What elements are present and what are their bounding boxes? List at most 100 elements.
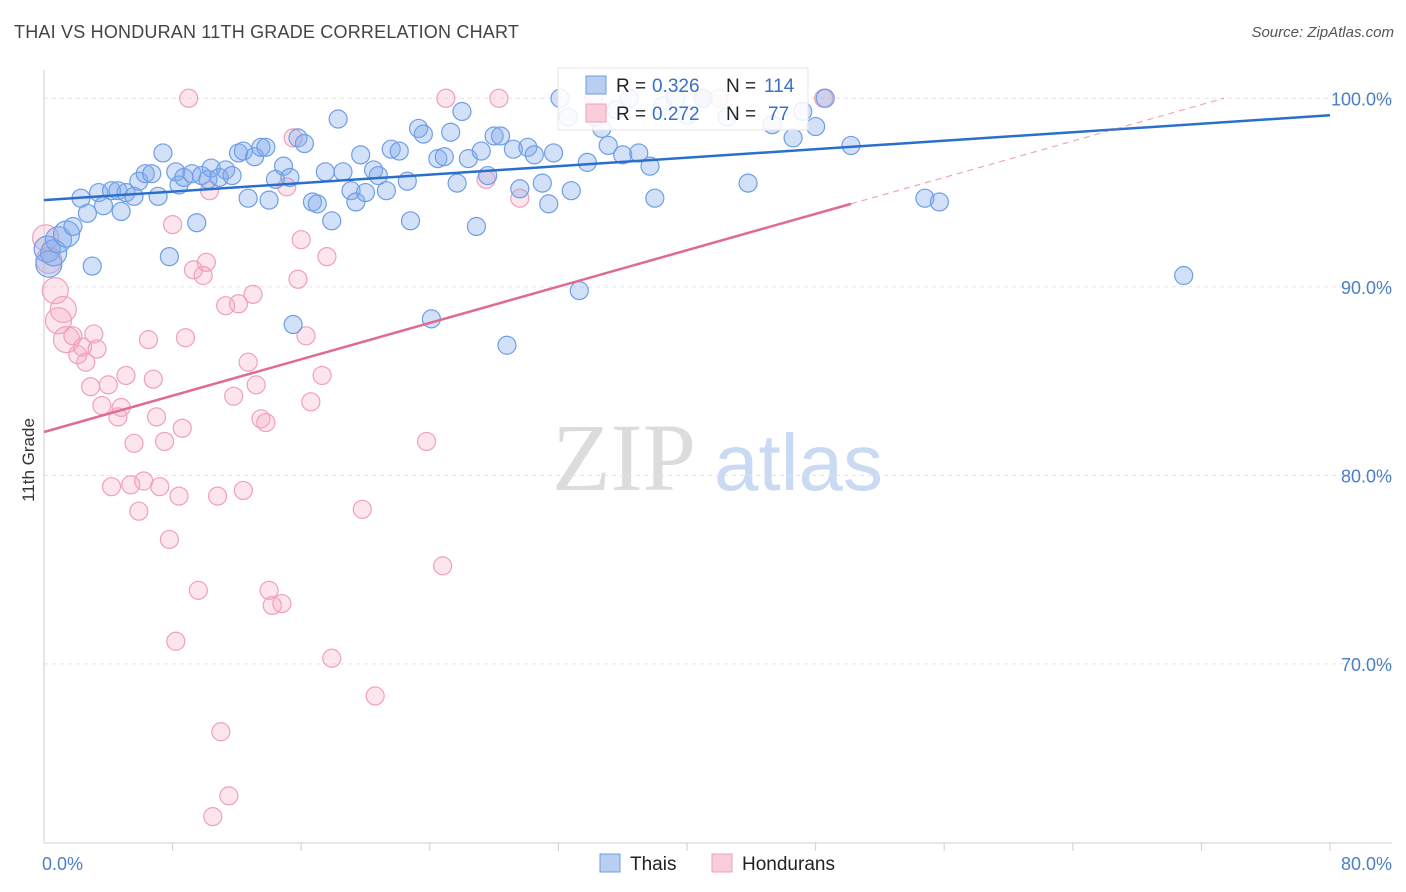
thai-legend-swatch	[585, 75, 607, 95]
thai-point	[273, 156, 294, 176]
honduran-point	[72, 337, 93, 357]
thai-point	[815, 88, 835, 108]
thai-r-label: R =	[616, 76, 646, 97]
thai-point	[539, 194, 559, 214]
honduran-legend-swatch	[585, 103, 607, 123]
thai-trend-line	[43, 114, 1331, 202]
thai-n-value: 114	[764, 76, 795, 97]
honduran-point	[49, 295, 77, 324]
honduran-point	[76, 352, 96, 372]
honduran-point	[92, 395, 112, 416]
thai-point	[738, 173, 758, 193]
thai-point	[645, 188, 665, 208]
honduran-point	[317, 247, 337, 267]
thai-point	[244, 147, 265, 167]
thai-point	[532, 173, 552, 193]
thai-point	[222, 165, 242, 186]
honduran-point	[301, 392, 321, 412]
thai-point	[413, 124, 433, 144]
thai-point	[63, 216, 83, 237]
honduran-point	[219, 786, 239, 806]
thai-point	[484, 126, 504, 146]
honduran-point	[150, 477, 170, 497]
thai-point	[148, 186, 168, 206]
honduran-point	[163, 215, 183, 235]
honduran-point	[101, 477, 122, 497]
x-tick-max: 80.0%	[1341, 854, 1392, 874]
honduran-point	[256, 412, 276, 433]
thai-points	[33, 88, 1194, 355]
thai-point	[315, 162, 335, 182]
watermark-atlas: atlas	[714, 418, 883, 507]
thai-point	[283, 314, 303, 335]
thai-point	[35, 250, 63, 278]
thai-point	[929, 192, 949, 212]
honduran-point	[243, 284, 263, 304]
watermark-zip: ZIP	[552, 404, 696, 511]
honduran-point	[211, 722, 231, 742]
y-axis-title: 11th Grade	[19, 418, 38, 502]
honduran-point	[166, 631, 186, 651]
honduran-point	[172, 418, 192, 438]
thai-point	[322, 211, 342, 231]
honduran-point	[169, 486, 189, 506]
thai-point	[497, 335, 517, 355]
honduran-point	[365, 686, 385, 706]
thai-point	[561, 181, 581, 201]
stats-legend: R = 0.326 N = 114 R = 0.272 N = 77	[557, 67, 809, 131]
thai-point	[256, 137, 276, 157]
thai-point	[613, 145, 633, 165]
honduran-point	[259, 580, 279, 600]
thai-point	[153, 143, 173, 163]
thai-point	[351, 145, 371, 165]
thai-point	[142, 164, 162, 184]
thai-point	[543, 143, 564, 163]
honduran-point	[312, 365, 332, 386]
honduran-point	[283, 128, 303, 148]
thai-point	[251, 137, 271, 157]
trend-lines	[43, 97, 1331, 434]
thai-point	[294, 133, 315, 154]
honduran-point	[84, 324, 104, 344]
honduran-point	[121, 475, 141, 495]
honduran-r-label: R =	[616, 104, 646, 125]
hondurans-legend-swatch	[711, 853, 733, 873]
thai-point	[381, 139, 401, 159]
thai-point	[307, 194, 327, 214]
honduran-point	[87, 339, 107, 359]
source-label: Source: ZipAtlas.com	[1251, 24, 1394, 41]
honduran-point	[436, 88, 456, 108]
gridlines	[44, 97, 1392, 665]
honduran-point	[272, 593, 292, 614]
thai-point	[1174, 265, 1194, 286]
honduran-point	[208, 486, 228, 506]
thai-point	[328, 109, 348, 129]
axes	[43, 70, 1392, 851]
honduran-point	[98, 375, 118, 395]
hondurans-legend-label: Hondurans	[742, 854, 835, 875]
honduran-point	[228, 294, 249, 314]
thai-point	[159, 247, 179, 267]
honduran-point	[138, 330, 159, 350]
honduran-point	[154, 431, 175, 452]
honduran-point	[416, 431, 437, 452]
thai-point	[569, 280, 589, 301]
thai-point	[259, 190, 279, 210]
honduran-point	[489, 88, 509, 108]
thai-point	[389, 141, 409, 161]
honduran-point	[233, 480, 253, 501]
thai-point	[524, 145, 544, 165]
thais-legend-swatch	[599, 853, 621, 873]
y-tick-label: 90.0%	[1341, 278, 1392, 298]
thai-point	[44, 226, 73, 254]
y-tick-label: 100.0%	[1331, 89, 1392, 109]
honduran-point	[146, 407, 167, 427]
honduran-n-label: N =	[726, 104, 756, 125]
honduran-r-value: 0.272	[652, 104, 700, 125]
honduran-point	[433, 556, 453, 576]
thai-point	[368, 165, 388, 186]
honduran-point	[288, 269, 308, 289]
honduran-point	[224, 386, 244, 406]
y-tick-label: 80.0%	[1341, 466, 1392, 486]
